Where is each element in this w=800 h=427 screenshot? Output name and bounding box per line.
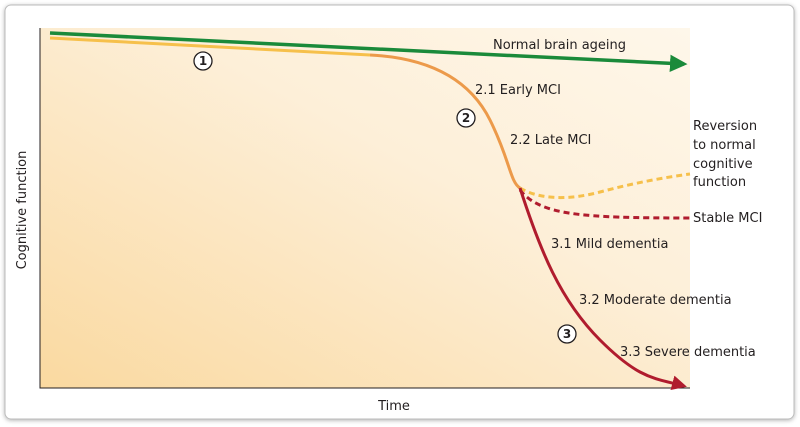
curve-label: 3.2 Moderate dementia (579, 293, 732, 308)
reversion-curve (519, 172, 691, 200)
curve-label: Normal brain ageing (493, 38, 626, 53)
dementia-curve (518, 187, 687, 391)
label-line: cognitive (693, 157, 753, 172)
stage-number: 1 (199, 54, 207, 68)
stable-curve (518, 189, 691, 220)
mci-curve (369, 53, 521, 190)
stage1-curve (49, 36, 371, 57)
curve-label: 3.1 Mild dementia (551, 237, 668, 252)
y-axis-label: Cognitive function (15, 151, 30, 270)
curve-label: 2.1 Early MCI (475, 83, 561, 98)
axes (39, 28, 690, 389)
label-line: Reversion (693, 119, 757, 134)
curve-label: Stable MCI (693, 211, 762, 226)
curve-label: 2.2 Late MCI (510, 133, 591, 148)
stage-marker (193, 51, 213, 71)
curve-label: 3.3 Severe dementia (620, 345, 756, 360)
label-line: function (693, 175, 746, 190)
stage-number: 3 (563, 327, 571, 341)
stage-number: 2 (462, 111, 470, 125)
curve-label: Reversion to normal cognitive function (693, 119, 761, 190)
plot-area (40, 28, 690, 388)
x-axis-label: Time (377, 399, 410, 414)
normal-curve (49, 31, 688, 73)
stage-marker (557, 324, 577, 344)
stage-marker (456, 108, 476, 128)
label-line: to normal (693, 138, 756, 153)
